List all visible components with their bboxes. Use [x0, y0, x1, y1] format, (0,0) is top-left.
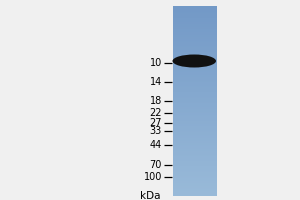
- Text: 70: 70: [150, 160, 162, 170]
- Text: 10: 10: [150, 58, 162, 68]
- Text: 18: 18: [150, 96, 162, 106]
- Text: kDa: kDa: [140, 191, 160, 200]
- Text: 44: 44: [150, 140, 162, 150]
- Text: 14: 14: [150, 77, 162, 87]
- Ellipse shape: [172, 54, 216, 68]
- Text: 100: 100: [144, 172, 162, 182]
- Text: 22: 22: [149, 108, 162, 118]
- Text: 27: 27: [149, 118, 162, 128]
- Text: 33: 33: [150, 126, 162, 136]
